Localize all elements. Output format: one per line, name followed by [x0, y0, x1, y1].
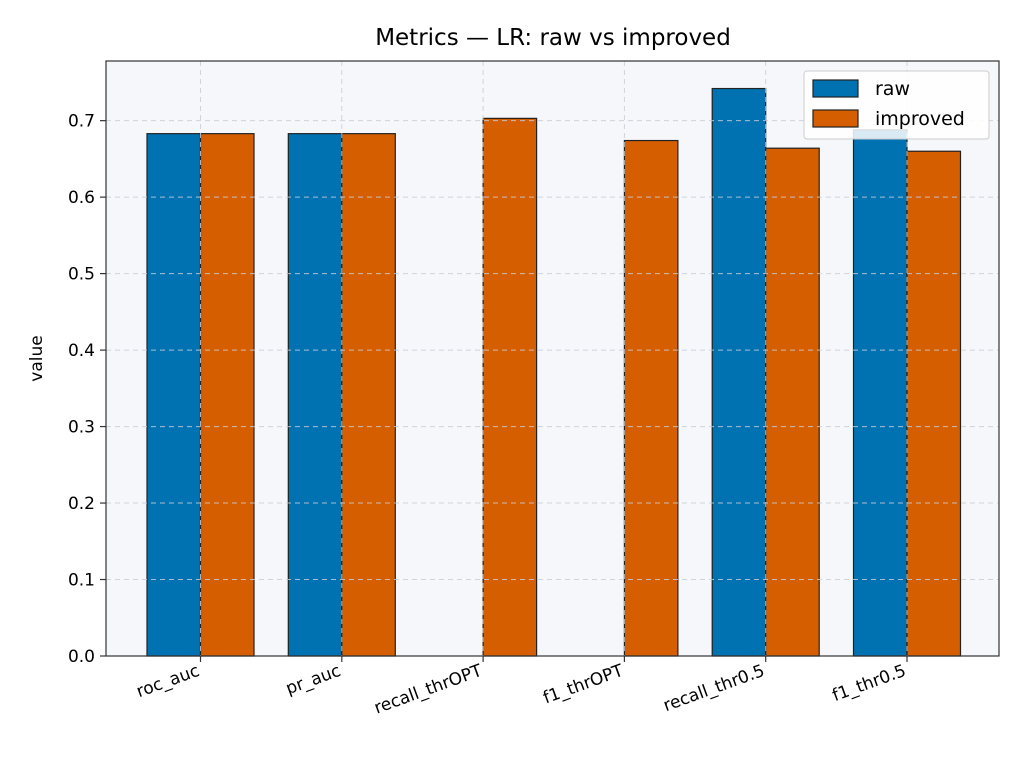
bar-raw-f1_thr0.5 — [852, 129, 908, 657]
legend-swatch-raw — [812, 79, 859, 98]
y-tick-label: 0.7 — [68, 112, 95, 132]
bar-improved-roc_auc — [199, 133, 255, 657]
plot-frame — [105, 60, 1000, 657]
bar-improved-recall_thrOPT — [482, 117, 538, 657]
bar-improved-f1_thr0.5 — [906, 150, 962, 657]
bar-improved-pr_auc — [341, 133, 396, 657]
y-tick-label: 0.3 — [68, 418, 95, 438]
legend: raw improved — [803, 70, 990, 140]
chart-title: Metrics — LR: raw vs improved — [375, 25, 731, 51]
legend-swatch-improved — [812, 109, 859, 128]
plot-area — [106, 61, 999, 656]
y-tick-label: 0.5 — [68, 265, 95, 285]
y-tick-label: 0.4 — [68, 341, 95, 361]
y-tick-label: 0.2 — [68, 494, 95, 514]
y-axis-label: value — [27, 335, 47, 381]
y-tick-label: 0.1 — [68, 571, 95, 591]
legend-label-raw: raw — [875, 78, 910, 100]
bar-raw-pr_auc — [287, 133, 343, 657]
legend-label-improved: improved — [875, 108, 965, 130]
y-tick-label: 0.0 — [68, 647, 95, 667]
bar-raw-recall_thr0.5 — [711, 87, 767, 657]
bar-raw-roc_auc — [146, 133, 202, 657]
y-tick-label: 0.6 — [68, 188, 95, 208]
bar-improved-f1_thrOPT — [623, 139, 679, 657]
